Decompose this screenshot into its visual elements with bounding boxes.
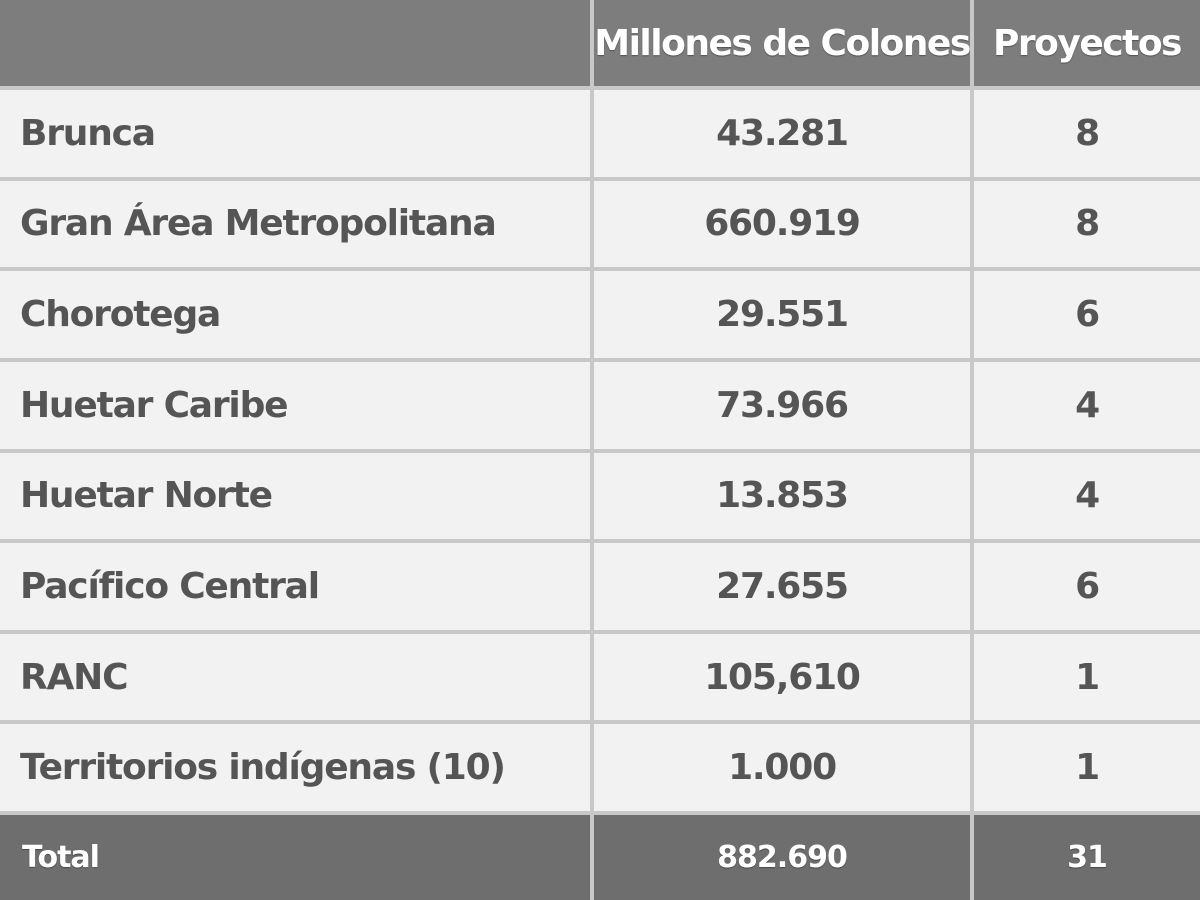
region-cell: Pacífico Central bbox=[0, 543, 594, 634]
proyectos-cell: 8 bbox=[974, 180, 1200, 272]
total-label: Total bbox=[0, 815, 594, 900]
table-row: Pacífico Central 27.655 6 bbox=[0, 543, 1200, 634]
region-cell: Huetar Norte bbox=[0, 452, 594, 544]
header-region bbox=[0, 0, 594, 90]
total-row: Total 882.690 31 bbox=[0, 815, 1200, 900]
region-cell: Territorios indígenas (10) bbox=[0, 724, 594, 815]
region-cell: RANC bbox=[0, 633, 594, 725]
proyectos-cell: 4 bbox=[974, 452, 1200, 544]
table-row: Huetar Norte 13.853 4 bbox=[0, 452, 1200, 544]
proyectos-cell: 1 bbox=[974, 724, 1200, 815]
table-row: Gran Área Metropolitana 660.919 8 bbox=[0, 180, 1200, 272]
millones-cell: 105,610 bbox=[594, 633, 974, 725]
proyectos-cell: 8 bbox=[974, 90, 1200, 181]
millones-cell: 660.919 bbox=[594, 180, 974, 272]
region-cell: Gran Área Metropolitana bbox=[0, 180, 594, 272]
table-row: Brunca 43.281 8 bbox=[0, 90, 1200, 181]
total-millones: 882.690 bbox=[594, 815, 974, 900]
table-row: Chorotega 29.551 6 bbox=[0, 271, 1200, 362]
proyectos-cell: 4 bbox=[974, 361, 1200, 453]
proyectos-cell: 1 bbox=[974, 633, 1200, 725]
table-row: RANC 105,610 1 bbox=[0, 633, 1200, 725]
millones-cell: 1.000 bbox=[594, 724, 974, 815]
header-proyectos: Proyectos bbox=[974, 0, 1200, 90]
proyectos-cell: 6 bbox=[974, 543, 1200, 634]
total-proyectos: 31 bbox=[974, 815, 1200, 900]
millones-cell: 27.655 bbox=[594, 543, 974, 634]
header-millones: Millones de Colones bbox=[594, 0, 974, 90]
millones-cell: 29.551 bbox=[594, 271, 974, 362]
region-cell: Huetar Caribe bbox=[0, 361, 594, 453]
region-cell: Brunca bbox=[0, 90, 594, 181]
header-row: Millones de Colones Proyectos bbox=[0, 0, 1200, 90]
proyectos-cell: 6 bbox=[974, 271, 1200, 362]
region-cell: Chorotega bbox=[0, 271, 594, 362]
millones-cell: 73.966 bbox=[594, 361, 974, 453]
millones-cell: 43.281 bbox=[594, 90, 974, 181]
millones-cell: 13.853 bbox=[594, 452, 974, 544]
table-row: Territorios indígenas (10) 1.000 1 bbox=[0, 724, 1200, 815]
table-row: Huetar Caribe 73.966 4 bbox=[0, 361, 1200, 453]
